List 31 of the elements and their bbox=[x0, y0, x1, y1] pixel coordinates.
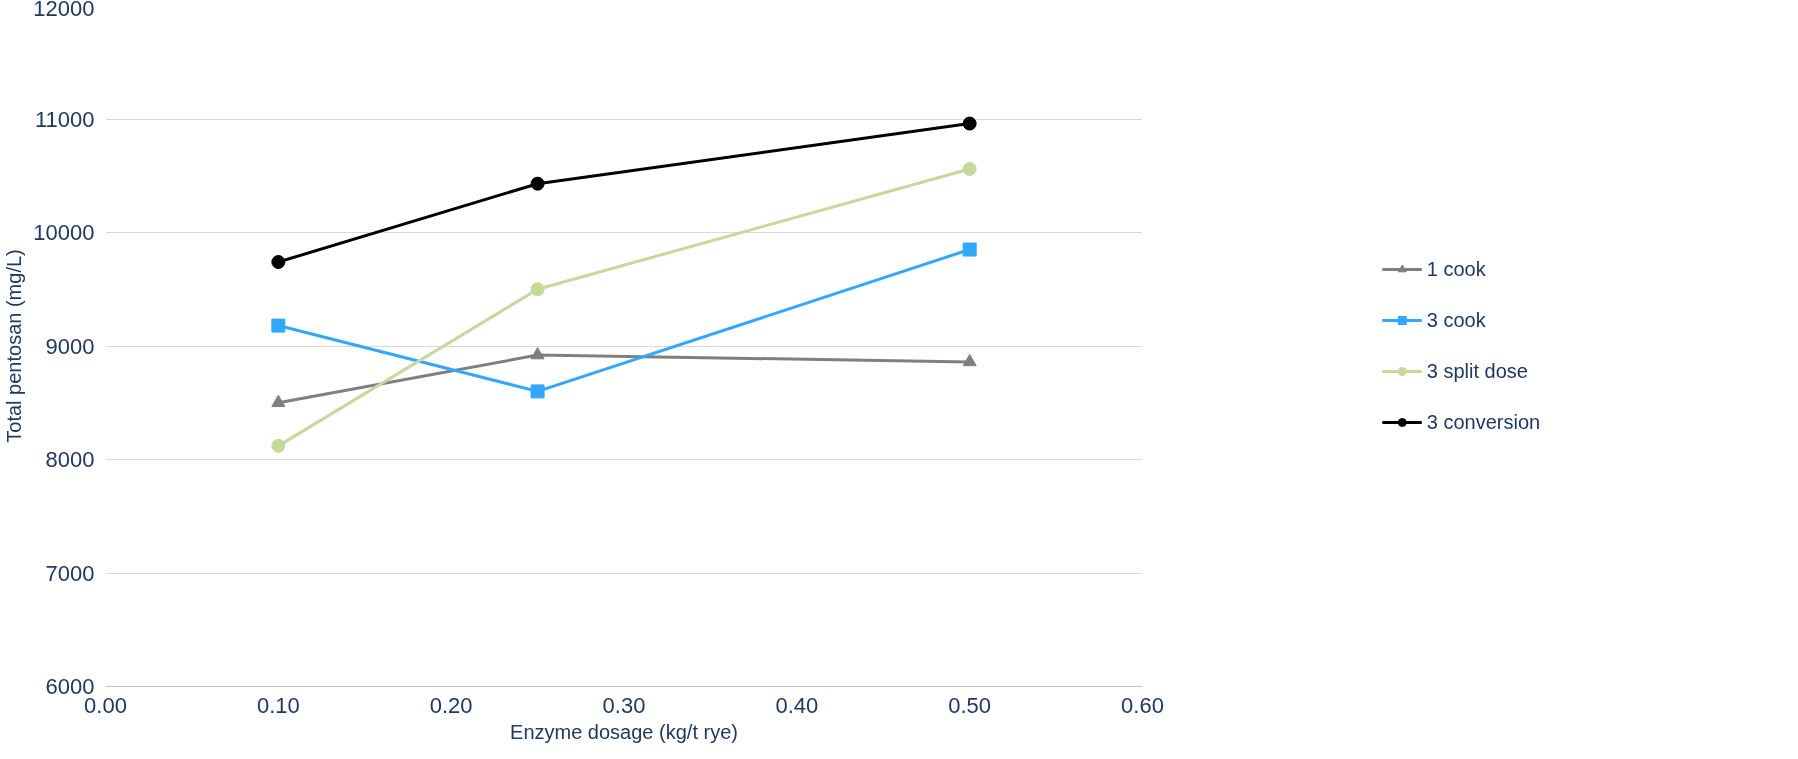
x-tick-label: 0.60 bbox=[1121, 692, 1164, 718]
legend-label: 1 cook bbox=[1426, 257, 1486, 281]
point bbox=[962, 242, 977, 257]
y-tick-label: 8000 bbox=[45, 447, 95, 472]
x-tick-label: 0.20 bbox=[429, 692, 473, 718]
y-axis-title: Total pentosan (mg/L) bbox=[3, 249, 26, 443]
x-tick-label: 0.50 bbox=[948, 692, 992, 718]
x-tick-label: 0.40 bbox=[775, 692, 819, 718]
y-tick-label: 11000 bbox=[34, 106, 95, 132]
y-tick-label: 12000 bbox=[33, 0, 95, 21]
point bbox=[962, 353, 977, 367]
point bbox=[271, 394, 286, 407]
legend-label: 3 cook bbox=[1426, 308, 1486, 332]
legend-label: 3 split dose bbox=[1426, 359, 1528, 383]
x-tick-label: 0.10 bbox=[256, 692, 300, 718]
point bbox=[271, 438, 286, 453]
y-tick-label: 10000 bbox=[33, 220, 95, 245]
y-tick-label: 9000 bbox=[45, 333, 95, 359]
point bbox=[962, 161, 977, 176]
y-tick-label: 7000 bbox=[45, 560, 95, 586]
legend-label: 3 conversion bbox=[1426, 410, 1541, 434]
point bbox=[271, 255, 286, 269]
y-tick-label: 6000 bbox=[45, 674, 95, 699]
point bbox=[530, 282, 545, 297]
point bbox=[530, 384, 545, 399]
x-axis-title: Enzyme dosage (kg/t rye) bbox=[510, 720, 738, 743]
point bbox=[530, 176, 545, 191]
point bbox=[271, 318, 286, 333]
point bbox=[530, 347, 545, 360]
point bbox=[962, 116, 977, 131]
x-tick-label: 0.30 bbox=[602, 692, 646, 718]
